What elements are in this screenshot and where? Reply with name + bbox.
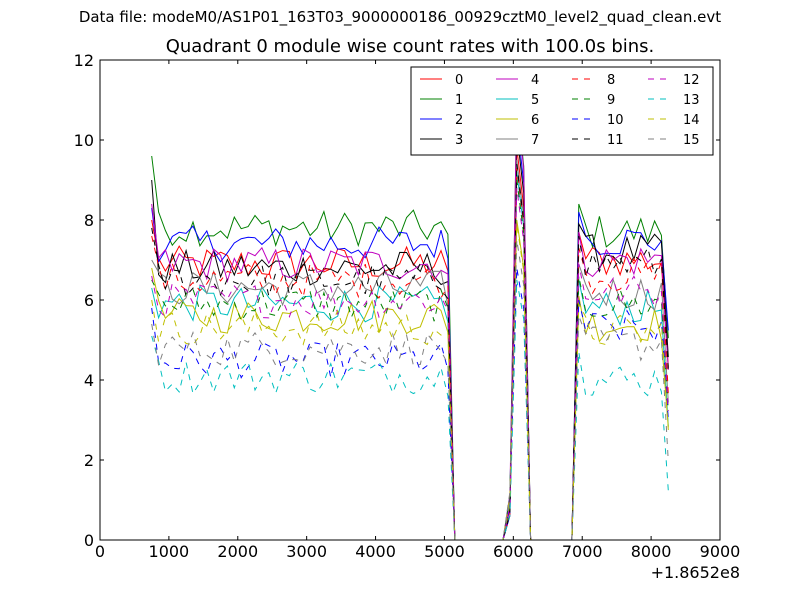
suptitle: Data file: modeM0/AS1P01_163T03_90000001… [78,8,722,26]
series-line-6 [151,219,669,541]
legend-label-2: 2 [455,113,463,128]
legend-label-13: 13 [683,93,700,108]
x-tick-label: 9000 [700,542,741,561]
y-tick-label: 12 [74,51,94,70]
x-tick-label: 7000 [562,542,603,561]
legend-label-14: 14 [683,113,700,128]
y-tick-label: 10 [74,131,94,150]
series-line-0 [151,147,669,541]
series-line-8 [151,167,669,541]
legend-label-1: 1 [455,93,463,108]
legend-label-12: 12 [683,73,700,88]
x-tick-label: 6000 [493,542,534,561]
legend-frame [410,66,714,156]
series-line-1 [151,99,669,541]
y-tick-label: 6 [84,291,94,310]
series-line-5 [151,171,669,541]
series-line-12 [151,187,669,541]
y-tick-label: 0 [84,531,94,550]
y-tick-label: 4 [84,371,94,390]
x-tick-label: 8000 [631,542,672,561]
legend-label-5: 5 [531,93,539,108]
legend-label-7: 7 [531,133,539,148]
y-tick-label: 2 [84,451,94,470]
x-tick-label: 2000 [217,542,258,561]
series-line-14 [151,223,669,541]
x-offset-label: +1.8652e8 [650,563,740,582]
series-line-11 [151,163,669,541]
legend-label-8: 8 [607,73,615,88]
x-tick-label: 3000 [286,542,327,561]
series-line-3 [151,131,669,541]
x-tick-label: 1000 [149,542,190,561]
legend-label-15: 15 [683,133,700,148]
series-layer [151,99,669,541]
series-line-13 [151,279,669,541]
x-tick-label: 5000 [424,542,465,561]
y-tick-label: 8 [84,211,94,230]
series-line-9 [151,179,669,541]
legend-label-4: 4 [531,73,539,88]
legend-label-10: 10 [607,113,624,128]
series-line-15 [151,239,669,541]
legend-label-0: 0 [455,73,463,88]
x-tick-label: 0 [95,542,105,561]
series-line-4 [151,103,669,541]
series-line-2 [151,119,669,541]
legend-label-11: 11 [607,133,624,148]
chart-title: Quadrant 0 module wise count rates with … [165,36,655,57]
tick-layer: 0 1000 2000 3000 4000 5000 6000 7000 8000 9000 0 2 4… [74,51,741,561]
legend-label-9: 9 [607,93,615,108]
series-line-10 [151,267,669,541]
legend-label-6: 6 [531,113,539,128]
x-tick-label: 4000 [355,542,396,561]
legend-label-3: 3 [455,133,463,148]
